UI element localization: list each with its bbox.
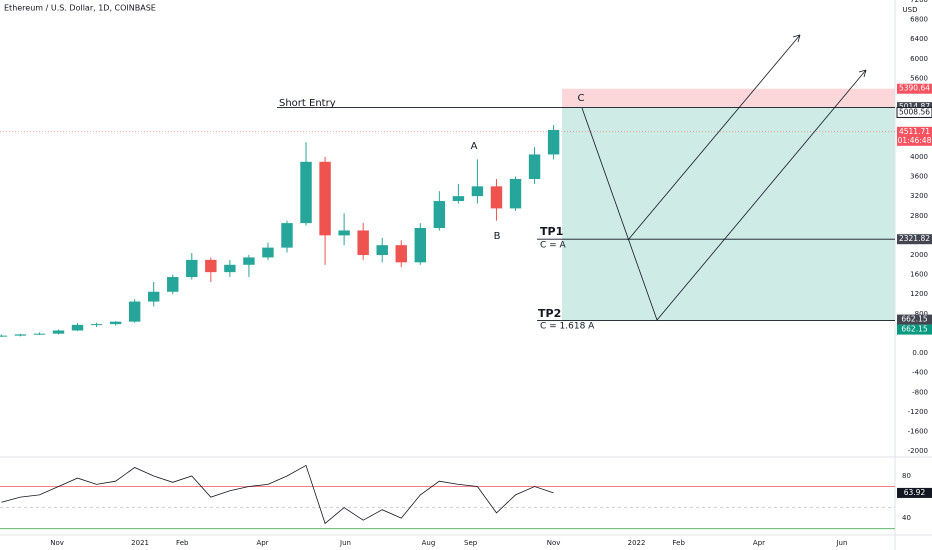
x-tick-label: Jun xyxy=(339,539,351,547)
rsi-line xyxy=(1,464,554,525)
y-tick-label: 3200 xyxy=(910,192,928,200)
y-tick-label: 6800 xyxy=(910,16,928,24)
candle-body xyxy=(33,333,46,335)
x-tick-label: Aug xyxy=(422,539,436,547)
rsi-tick-label: 80 xyxy=(902,472,911,480)
candle-body xyxy=(186,259,198,278)
projection-line xyxy=(627,34,801,241)
price-badge xyxy=(897,83,932,94)
chart-title: Ethereum / U.S. Dollar, 1D, COINBASE xyxy=(4,4,156,13)
y-tick-label: 0.00 xyxy=(912,349,928,357)
price-badge-label: 4511.71 xyxy=(899,127,930,136)
candle-body xyxy=(319,161,331,236)
y-tick-label: 800 xyxy=(915,310,928,318)
target-zone xyxy=(562,107,895,321)
y-tick-label: 6000 xyxy=(910,55,928,63)
rsi-badge xyxy=(897,487,932,498)
candle-body xyxy=(167,277,179,292)
y-tick-label: 2800 xyxy=(910,212,928,220)
x-tick-label: Apr xyxy=(753,539,765,547)
price-badge-label: 662.15 xyxy=(901,315,927,324)
candle-body xyxy=(281,223,293,248)
tp1-label: TP1 xyxy=(540,225,563,238)
y-tick-label: 3600 xyxy=(910,173,928,181)
projection-line xyxy=(581,107,658,321)
price-badge-label: 5390.64 xyxy=(899,84,930,93)
x-tick-label: Nov xyxy=(50,539,64,547)
x-tick-label: Apr xyxy=(256,539,268,547)
candle-body xyxy=(52,330,65,334)
price-badge xyxy=(897,126,932,146)
tp2-label: TP2 xyxy=(538,307,561,320)
price-badge xyxy=(897,234,932,245)
candle-body xyxy=(395,245,407,263)
price-badge xyxy=(897,324,932,335)
y-tick-label: -1200 xyxy=(908,408,928,416)
price-badge xyxy=(896,106,932,118)
candle-body xyxy=(147,291,160,302)
wave-label: A xyxy=(471,141,478,152)
y-tick-label: 1200 xyxy=(910,290,928,298)
price-badge-label: 5014.87 xyxy=(899,102,930,111)
y-tick-label: 6400 xyxy=(910,35,928,43)
price-badge xyxy=(897,314,932,325)
candle-body xyxy=(528,154,541,179)
y-tick-label: 1600 xyxy=(910,271,928,279)
candle-body xyxy=(71,324,84,331)
arrow-head xyxy=(792,34,801,43)
tp1-note: C = A xyxy=(540,241,567,251)
candle-body xyxy=(300,161,312,224)
projection-line xyxy=(656,69,867,321)
short-entry-label: Short Entry xyxy=(279,98,336,109)
y-tick-label: -400 xyxy=(912,369,928,377)
candle-body xyxy=(433,201,446,229)
price-badge-label: 5008.56 xyxy=(899,107,930,116)
x-tick-label: 2022 xyxy=(628,539,646,547)
candle-body xyxy=(0,335,8,337)
y-tick-label: 4000 xyxy=(910,153,928,161)
y-tick-label: 5600 xyxy=(910,74,928,82)
x-tick-label: Nov xyxy=(547,539,561,547)
y-tick-label: -800 xyxy=(912,388,928,396)
stop-zone xyxy=(562,88,895,108)
candle-body xyxy=(224,264,236,273)
candle-body xyxy=(90,324,103,326)
rsi-tick-label: 40 xyxy=(902,514,911,522)
y-tick-label: 7200 xyxy=(910,0,928,4)
price-badge-label: 662.15 xyxy=(901,325,927,334)
candle-body xyxy=(357,230,369,255)
currency: USD xyxy=(903,6,918,14)
candle-body xyxy=(490,186,503,209)
x-tick-label: Jun xyxy=(835,539,847,547)
candle-body xyxy=(109,321,122,325)
y-tick-label: 2000 xyxy=(910,251,928,259)
tp2-note: C = 1.618 A xyxy=(540,322,595,332)
x-tick-label: Feb xyxy=(176,539,189,547)
candle-body xyxy=(509,178,522,209)
candle-body xyxy=(452,196,465,202)
rsi-badge-label: 63.92 xyxy=(904,488,926,497)
wave-label: B xyxy=(494,231,501,242)
price-badge-label: 2321.82 xyxy=(899,234,930,243)
candle-body xyxy=(262,247,274,258)
countdown: 01:46:48 xyxy=(898,136,932,145)
x-tick-label: 2021 xyxy=(131,539,149,547)
candle-body xyxy=(338,230,350,236)
candle-body xyxy=(471,186,484,197)
y-tick-label: -2000 xyxy=(908,447,928,455)
candle-body xyxy=(547,129,560,155)
x-tick-label: Feb xyxy=(673,539,686,547)
arrow-head xyxy=(858,69,867,78)
y-tick-label: -1600 xyxy=(908,428,928,436)
candle-body xyxy=(14,334,27,336)
x-tick-label: Sep xyxy=(464,539,478,547)
candle-body xyxy=(243,257,255,265)
wave-label: C xyxy=(578,93,585,104)
candle-body xyxy=(414,228,427,263)
candle-body xyxy=(376,245,388,255)
candle-body xyxy=(128,301,141,322)
candle-body xyxy=(205,259,217,273)
